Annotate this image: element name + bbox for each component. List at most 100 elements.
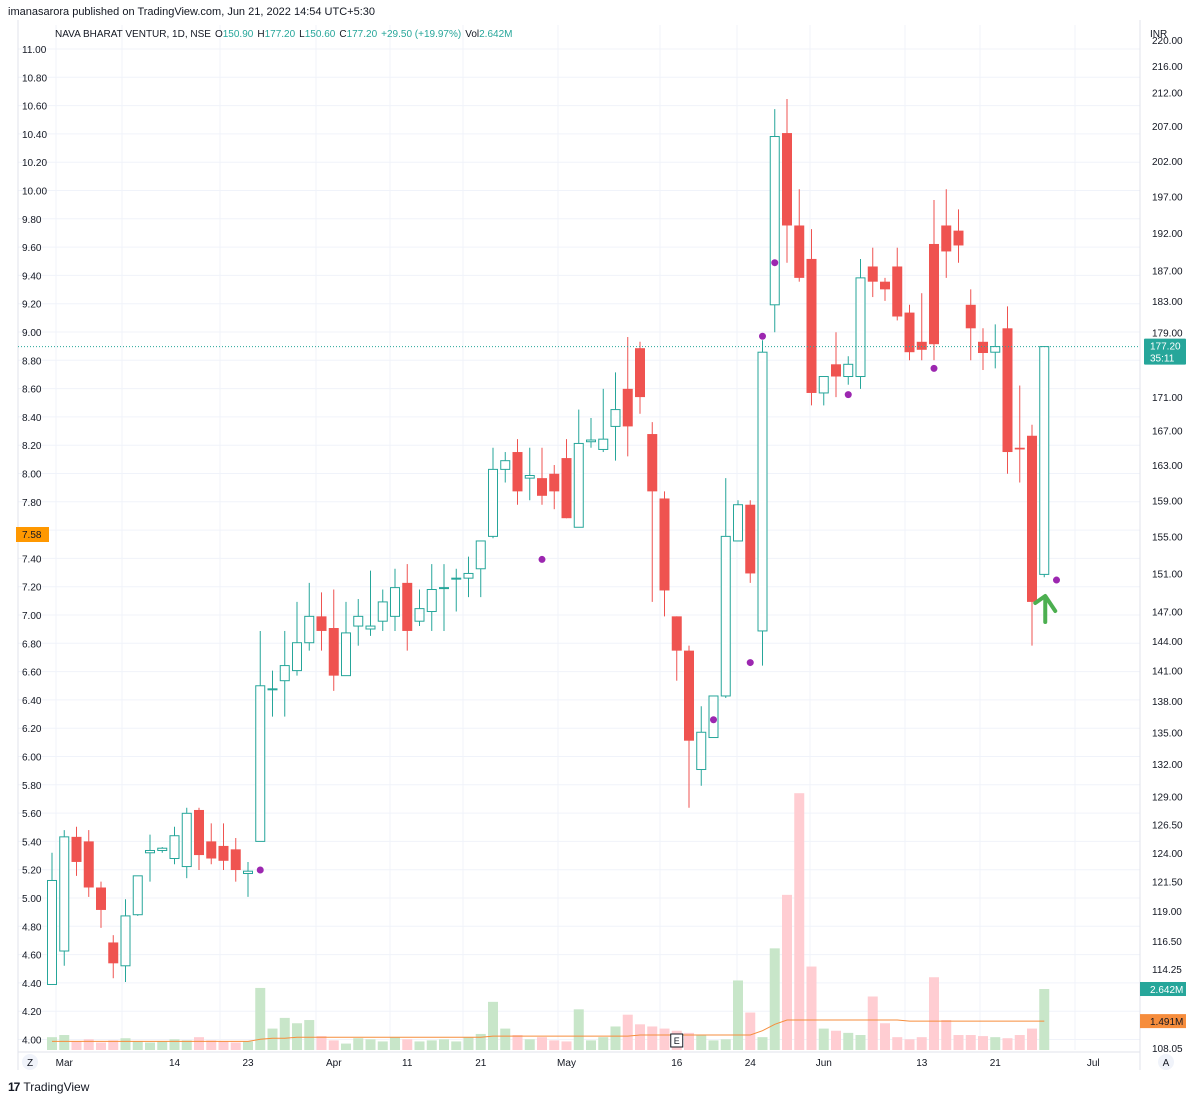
- candle-body: [169, 835, 180, 860]
- candle: [83, 830, 94, 897]
- price-badge: [1144, 338, 1186, 365]
- right-axis-tick-label: 126.50: [1152, 820, 1183, 831]
- volume-bar: [206, 1040, 217, 1050]
- time-axis-label: 14: [169, 1058, 181, 1069]
- earnings-marker-label: E: [674, 1036, 680, 1046]
- signal-dot: [746, 659, 754, 667]
- candle: [978, 328, 988, 370]
- right-axis-tick-label: 144.00: [1152, 637, 1183, 648]
- volume-bar: [733, 980, 743, 1050]
- volume-bar: [414, 1041, 425, 1050]
- volume-bar: [1039, 989, 1050, 1050]
- volume-bar: [353, 1038, 364, 1050]
- candle: [990, 324, 1001, 369]
- volume-bar: [83, 1039, 94, 1050]
- volume-bar: [598, 1037, 609, 1050]
- candle-body: [316, 616, 327, 631]
- left-axis-tick-label: 6.40: [22, 696, 42, 707]
- left-axis-tick-label: 4.40: [22, 979, 42, 990]
- candle: [120, 899, 131, 982]
- candle: [1014, 385, 1025, 483]
- candle: [316, 592, 327, 651]
- candle: [71, 826, 82, 876]
- candle: [573, 409, 584, 528]
- volume-bar: [292, 1023, 302, 1050]
- candle-body: [512, 452, 523, 492]
- candle-body: [586, 439, 596, 443]
- left-axis-tick-label: 8.40: [22, 413, 42, 424]
- a-button-label: A: [1163, 1058, 1170, 1069]
- candle: [855, 258, 866, 389]
- candle-body: [181, 812, 192, 868]
- right-axis-tick-label: 192.00: [1152, 229, 1183, 240]
- right-price-axis[interactable]: 220.00 216.00 212.00 207.00 202.00 197.00 192.…: [1140, 36, 1186, 1055]
- candle: [353, 599, 364, 646]
- time-axis-label: Apr: [326, 1058, 342, 1069]
- legend-close-label: C: [339, 29, 346, 40]
- candle: [426, 564, 437, 631]
- volume-bar: [1014, 1035, 1025, 1050]
- tradingview-logo-icon: 17: [8, 1080, 20, 1094]
- volume-bar: [475, 1033, 486, 1050]
- volume-bar: [622, 1014, 633, 1050]
- left-axis-tick-label: 10.00: [22, 187, 47, 198]
- signal-dot: [538, 555, 546, 563]
- candle: [757, 340, 768, 666]
- left-axis-tick-label: 5.80: [22, 781, 42, 792]
- right-axis-tick-label: 132.00: [1152, 760, 1183, 771]
- candle: [108, 935, 119, 979]
- candle: [892, 247, 903, 321]
- candle-body: [1014, 447, 1025, 450]
- left-axis-badge-label: 7.58: [22, 530, 42, 541]
- candle-body: [880, 281, 890, 290]
- candle-body: [1027, 435, 1037, 602]
- candle: [267, 670, 278, 717]
- candle-body: [1002, 328, 1013, 453]
- volume-bar: [537, 1037, 547, 1050]
- left-axis-tick-label: 7.40: [22, 554, 42, 565]
- volume-bar: [243, 1041, 253, 1050]
- right-axis-tick-label: 171.00: [1152, 393, 1183, 404]
- volume-bar: [181, 1040, 192, 1050]
- time-axis-label: Jun: [816, 1058, 832, 1069]
- volume-bar: [635, 1024, 645, 1050]
- candle-body: [463, 572, 474, 579]
- candle: [549, 465, 560, 510]
- candle-body: [696, 731, 707, 771]
- candle-body: [157, 847, 168, 851]
- volume-bar: [194, 1037, 204, 1050]
- candle-body: [279, 665, 290, 682]
- left-price-axis[interactable]: 11.00 10.80 10.60 10.40 10.20 10.00 9.80 9.60 9.…: [16, 45, 49, 1047]
- volume-bar: [561, 1041, 572, 1050]
- time-axis[interactable]: Mar 14 23 Apr 11 21 May 16 24 Jun 13 21 Jul Z A: [22, 1054, 1174, 1070]
- candle: [904, 304, 915, 361]
- signal-dot: [1053, 576, 1060, 584]
- candle-body: [806, 258, 817, 393]
- green-up-arrow-icon: [1033, 594, 1058, 624]
- volume-bar: [524, 1039, 535, 1050]
- candle-body: [255, 685, 266, 842]
- candle: [243, 861, 253, 897]
- right-axis-tick-label: 183.00: [1152, 297, 1183, 308]
- volume-bars: [47, 793, 1050, 1050]
- legend-change: +29.50 (+19.97%): [381, 29, 461, 40]
- time-axis-label: 11: [402, 1058, 413, 1069]
- candle-body: [488, 468, 498, 537]
- candle: [132, 875, 143, 916]
- candle: [769, 109, 780, 333]
- candle-body: [537, 478, 547, 496]
- candle-body: [132, 875, 143, 916]
- candle: [794, 189, 805, 282]
- tradingview-footer[interactable]: 17 TradingView: [8, 1080, 89, 1094]
- candle-body: [941, 225, 952, 252]
- earnings-marker[interactable]: E: [670, 1033, 684, 1048]
- volume-ma-badge-value: 1.491M: [1150, 1017, 1183, 1028]
- time-axis-label: Mar: [56, 1058, 74, 1069]
- candle: [806, 229, 817, 406]
- left-axis-tick-label: 5.00: [22, 894, 42, 905]
- candle: [181, 807, 192, 879]
- candle: [696, 706, 707, 786]
- candle-body: [59, 836, 70, 952]
- left-axis-tick-label: 11.00: [22, 45, 47, 56]
